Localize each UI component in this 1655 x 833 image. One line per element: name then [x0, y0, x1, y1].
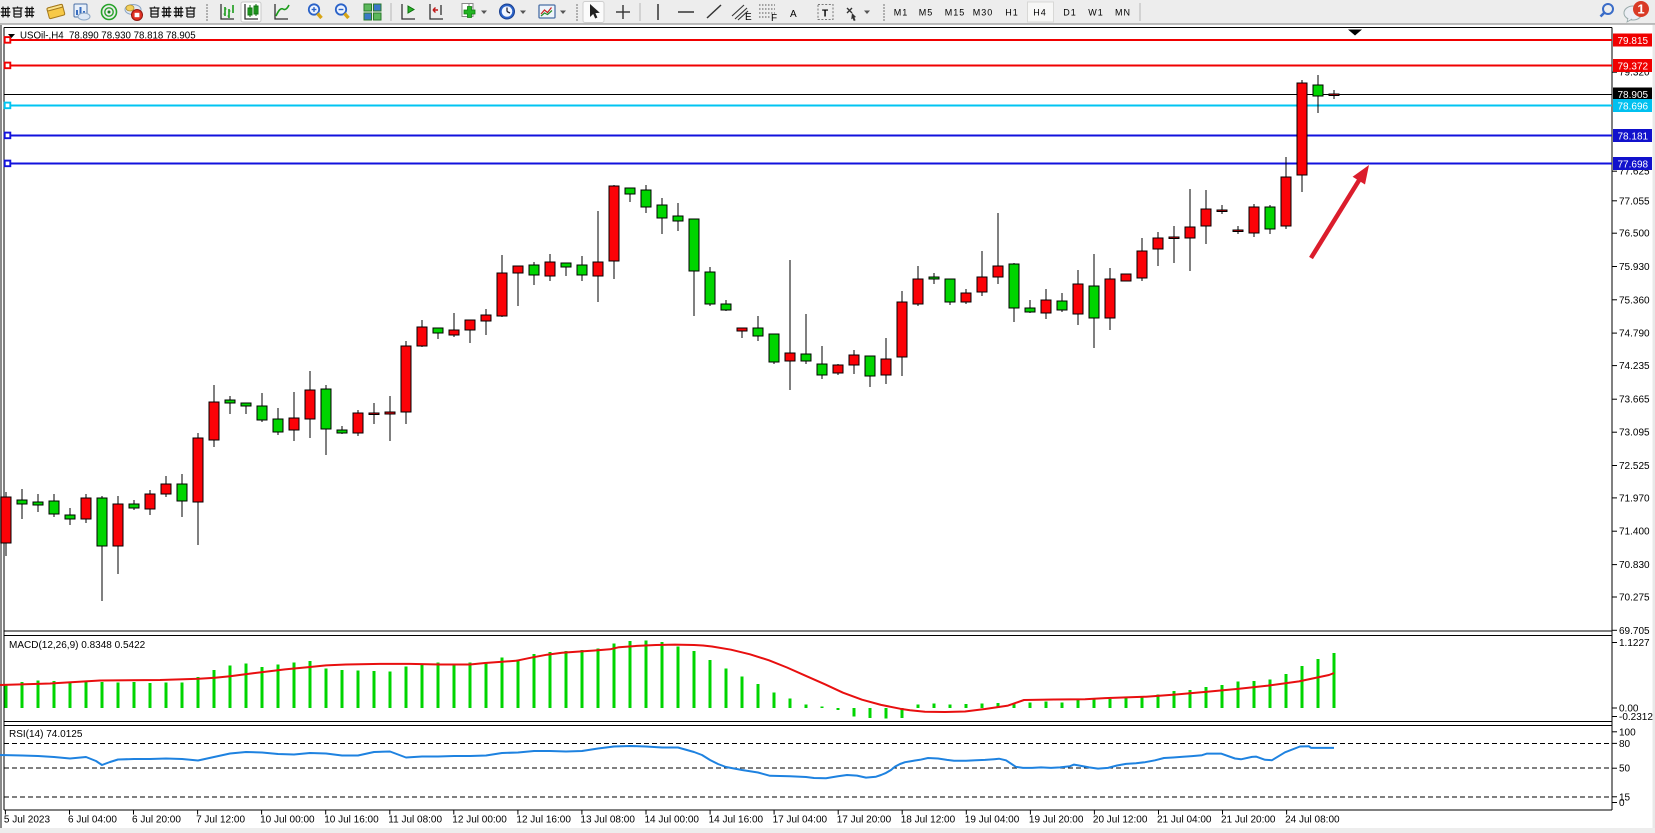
svg-text:21 Jul 20:00: 21 Jul 20:00: [1221, 815, 1276, 826]
svg-text:1.1227: 1.1227: [1619, 638, 1650, 649]
svg-text:70.275: 70.275: [1619, 593, 1650, 604]
svg-text:74.235: 74.235: [1619, 361, 1650, 372]
svg-text:70.830: 70.830: [1619, 560, 1650, 571]
svg-text:72.525: 72.525: [1619, 461, 1650, 472]
svg-text:77.055: 77.055: [1619, 196, 1650, 207]
svg-text:75.360: 75.360: [1619, 295, 1650, 306]
svg-text:21 Jul 04:00: 21 Jul 04:00: [1157, 815, 1212, 826]
svg-text:73.095: 73.095: [1619, 428, 1650, 439]
svg-text:5 Jul 2023: 5 Jul 2023: [4, 815, 51, 826]
svg-text:7 Jul 12:00: 7 Jul 12:00: [196, 815, 245, 826]
svg-text:6 Jul 04:00: 6 Jul 04:00: [68, 815, 117, 826]
svg-text:18 Jul 12:00: 18 Jul 12:00: [901, 815, 956, 826]
svg-text:M1: M1: [894, 8, 909, 18]
svg-text:M30: M30: [973, 8, 994, 18]
svg-text:0.00: 0.00: [1619, 704, 1639, 715]
svg-text:17 Jul 04:00: 17 Jul 04:00: [773, 815, 828, 826]
svg-text:12 Jul 16:00: 12 Jul 16:00: [516, 815, 571, 826]
svg-text:100: 100: [1619, 727, 1636, 738]
svg-text:69.705: 69.705: [1619, 626, 1650, 637]
svg-text:H4: H4: [1033, 8, 1047, 18]
svg-text:19 Jul 04:00: 19 Jul 04:00: [965, 815, 1020, 826]
svg-text:24 Jul 08:00: 24 Jul 08:00: [1285, 815, 1340, 826]
svg-text:17 Jul 20:00: 17 Jul 20:00: [837, 815, 892, 826]
svg-text:13 Jul 08:00: 13 Jul 08:00: [580, 815, 635, 826]
svg-text:75.930: 75.930: [1619, 262, 1650, 273]
svg-text:79.372: 79.372: [1618, 62, 1649, 73]
svg-text:M15: M15: [945, 8, 966, 18]
svg-text:H1: H1: [1005, 8, 1019, 18]
svg-text:1: 1: [1637, 2, 1644, 17]
svg-text:USOil-,H4 78.890 78.930 78.81: USOil-,H4 78.890 78.930 78.818 78.905: [20, 31, 196, 42]
svg-text:11 Jul 08:00: 11 Jul 08:00: [388, 815, 442, 826]
svg-text:50: 50: [1619, 764, 1631, 775]
svg-text:73.665: 73.665: [1619, 395, 1650, 406]
svg-text:-0.2312: -0.2312: [1619, 712, 1653, 723]
svg-text:0: 0: [1619, 798, 1625, 809]
svg-text:10 Jul 16:00: 10 Jul 16:00: [324, 815, 379, 826]
svg-text:RSI(14) 74.0125: RSI(14) 74.0125: [9, 729, 83, 740]
svg-text:79.320: 79.320: [1619, 68, 1650, 79]
svg-text:78.905: 78.905: [1618, 90, 1649, 101]
svg-text:10 Jul 00:00: 10 Jul 00:00: [260, 815, 315, 826]
svg-text:6 Jul 20:00: 6 Jul 20:00: [132, 815, 181, 826]
svg-text:14 Jul 00:00: 14 Jul 00:00: [645, 815, 700, 826]
svg-text:12 Jul 00:00: 12 Jul 00:00: [452, 815, 507, 826]
svg-text:14 Jul 16:00: 14 Jul 16:00: [709, 815, 764, 826]
svg-text:T: T: [822, 9, 828, 20]
svg-text:A: A: [790, 9, 797, 20]
svg-text:19 Jul 20:00: 19 Jul 20:00: [1029, 815, 1084, 826]
svg-text:MACD(12,26,9) 0.8348 0.5422: MACD(12,26,9) 0.8348 0.5422: [9, 640, 146, 651]
svg-text:77.625: 77.625: [1619, 167, 1650, 178]
svg-text:71.970: 71.970: [1619, 493, 1650, 504]
svg-text:15: 15: [1619, 792, 1631, 803]
svg-text:F: F: [771, 13, 777, 24]
svg-text:E: E: [745, 12, 752, 23]
svg-text:80: 80: [1619, 739, 1631, 750]
svg-text:74.790: 74.790: [1619, 329, 1650, 340]
svg-text:76.500: 76.500: [1619, 229, 1650, 240]
svg-text:71.400: 71.400: [1619, 527, 1650, 538]
svg-text:78.181: 78.181: [1618, 132, 1649, 143]
svg-text:D1: D1: [1063, 8, 1077, 18]
svg-text:79.815: 79.815: [1618, 36, 1649, 47]
svg-text:W1: W1: [1088, 8, 1104, 18]
svg-text:77.698: 77.698: [1618, 160, 1649, 171]
svg-text:78.696: 78.696: [1618, 102, 1649, 113]
svg-text:MN: MN: [1115, 8, 1131, 18]
svg-text:M5: M5: [919, 8, 934, 18]
svg-text:20 Jul 12:00: 20 Jul 12:00: [1093, 815, 1148, 826]
